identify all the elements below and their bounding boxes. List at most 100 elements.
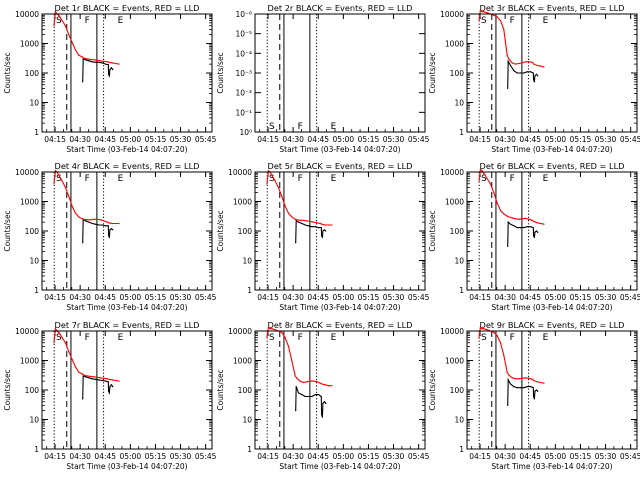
data-point-lld <box>514 63 517 65</box>
flag-label-f: F <box>85 174 90 184</box>
data-point-lld <box>78 216 80 218</box>
data-point-lld <box>115 222 117 225</box>
y-tick-label: 10⁰ <box>239 128 252 137</box>
y-tick-label: 10 <box>29 416 39 425</box>
data-point-lld <box>508 216 510 218</box>
data-point-lld <box>284 205 286 207</box>
data-point-lld <box>118 380 120 382</box>
data-point-lld <box>324 224 326 226</box>
x-axis-label: Start Time (03-Feb-14 04:07:20) <box>279 303 400 312</box>
data-point-events <box>295 410 297 412</box>
x-tick-label: 04:30 <box>69 293 91 302</box>
data-point-lld <box>64 186 67 189</box>
data-point-lld <box>312 221 315 223</box>
data-point-events <box>526 386 528 388</box>
data-point-events <box>304 224 306 226</box>
data-point-events <box>533 81 536 83</box>
flag-label-f: F <box>510 333 515 343</box>
data-point-events <box>532 78 535 81</box>
flag-label-s: S <box>481 174 487 184</box>
detector-panel-8: Det 8r BLACK = Events, RED = LLD Counts/s… <box>216 320 430 471</box>
data-point-events <box>529 386 532 388</box>
data-point-lld <box>479 10 481 12</box>
y-tick-label: 1000 <box>233 198 252 207</box>
detector-panel-1: Det 1r BLACK = Events, RED = LLD Counts/s… <box>3 3 217 154</box>
data-point-lld <box>536 64 538 67</box>
y-tick-label: 1000 <box>445 357 464 366</box>
y-axis-label: Counts/sec <box>3 369 12 410</box>
x-tick-label: 05:15 <box>358 452 380 461</box>
data-point-lld <box>302 219 305 221</box>
flag-label-f: F <box>510 16 515 26</box>
data-point-lld <box>486 329 488 331</box>
data-point-lld <box>86 375 88 377</box>
data-point-lld <box>312 380 315 382</box>
data-point-events <box>295 386 297 388</box>
data-point-lld <box>266 183 268 185</box>
y-tick-label: 10000 <box>228 327 252 336</box>
y-tick-label: 10000 <box>15 10 39 19</box>
panel-title: Det 6r BLACK = Events, RED = LLD <box>480 161 625 171</box>
data-point-lld <box>78 371 80 373</box>
data-point-events <box>532 227 534 229</box>
x-tick-label: 04:15 <box>44 452 66 461</box>
y-tick-label: 1 <box>34 286 39 295</box>
data-point-lld <box>271 174 273 176</box>
data-point-lld <box>496 16 498 18</box>
flag-label-s: S <box>269 174 275 184</box>
y-axis-label: Counts/sec <box>428 210 437 251</box>
x-tick-label: 04:45 <box>94 135 116 144</box>
data-point-lld <box>71 358 73 360</box>
x-axis-label: Start Time (03-Feb-14 04:07:20) <box>491 303 612 312</box>
data-point-events <box>507 404 509 407</box>
data-point-lld <box>111 62 113 64</box>
y-axis-label: Counts/sec <box>216 369 225 410</box>
data-point-lld <box>81 373 83 375</box>
x-tick-label: 05:00 <box>333 293 355 302</box>
flag-label-s: S <box>56 174 62 184</box>
flag-label-f: F <box>298 333 303 343</box>
data-point-events <box>101 62 103 64</box>
data-point-events <box>301 393 303 396</box>
data-point-lld <box>479 169 481 171</box>
x-tick-label: 05:30 <box>170 452 192 461</box>
data-point-lld <box>106 378 108 380</box>
data-point-events <box>320 234 323 237</box>
x-tick-label: 05:00 <box>120 452 142 461</box>
y-tick-label: 100 <box>25 227 40 236</box>
data-point-lld <box>287 212 290 214</box>
data-point-lld <box>316 222 318 224</box>
data-point-events <box>91 222 93 225</box>
data-point-lld <box>518 218 520 220</box>
data-point-lld <box>103 60 105 62</box>
x-axis-label: Start Time (03-Feb-14 04:07:20) <box>279 145 400 154</box>
data-point-lld <box>287 345 290 348</box>
flag-label-e: E <box>118 333 124 343</box>
data-point-lld <box>299 219 301 221</box>
data-point-events <box>321 236 324 239</box>
data-point-events <box>519 72 522 74</box>
data-point-lld <box>93 59 95 61</box>
x-tick-label: 05:30 <box>170 293 192 302</box>
data-point-events <box>108 75 111 77</box>
data-point-events <box>519 387 522 389</box>
data-point-lld <box>536 381 538 383</box>
data-point-lld <box>506 371 508 373</box>
data-point-lld <box>99 377 102 379</box>
y-tick-label: 1000 <box>20 198 39 207</box>
data-point-lld <box>321 223 323 225</box>
data-point-lld <box>514 218 517 220</box>
flag-label-f: F <box>85 16 90 26</box>
y-tick-label: 10 <box>454 99 464 108</box>
x-tick-label: 04:45 <box>519 293 541 302</box>
y-tick-label: 1000 <box>233 357 252 366</box>
x-tick-label: 05:30 <box>383 135 405 144</box>
flag-label-f: F <box>510 174 515 184</box>
data-point-lld <box>103 377 105 379</box>
y-axis-label: Counts/sec <box>428 369 437 410</box>
flag-label-e: E <box>331 174 337 184</box>
data-point-events <box>535 389 538 391</box>
data-point-lld <box>74 49 77 51</box>
data-point-lld <box>478 336 480 339</box>
data-point-lld <box>266 336 268 339</box>
